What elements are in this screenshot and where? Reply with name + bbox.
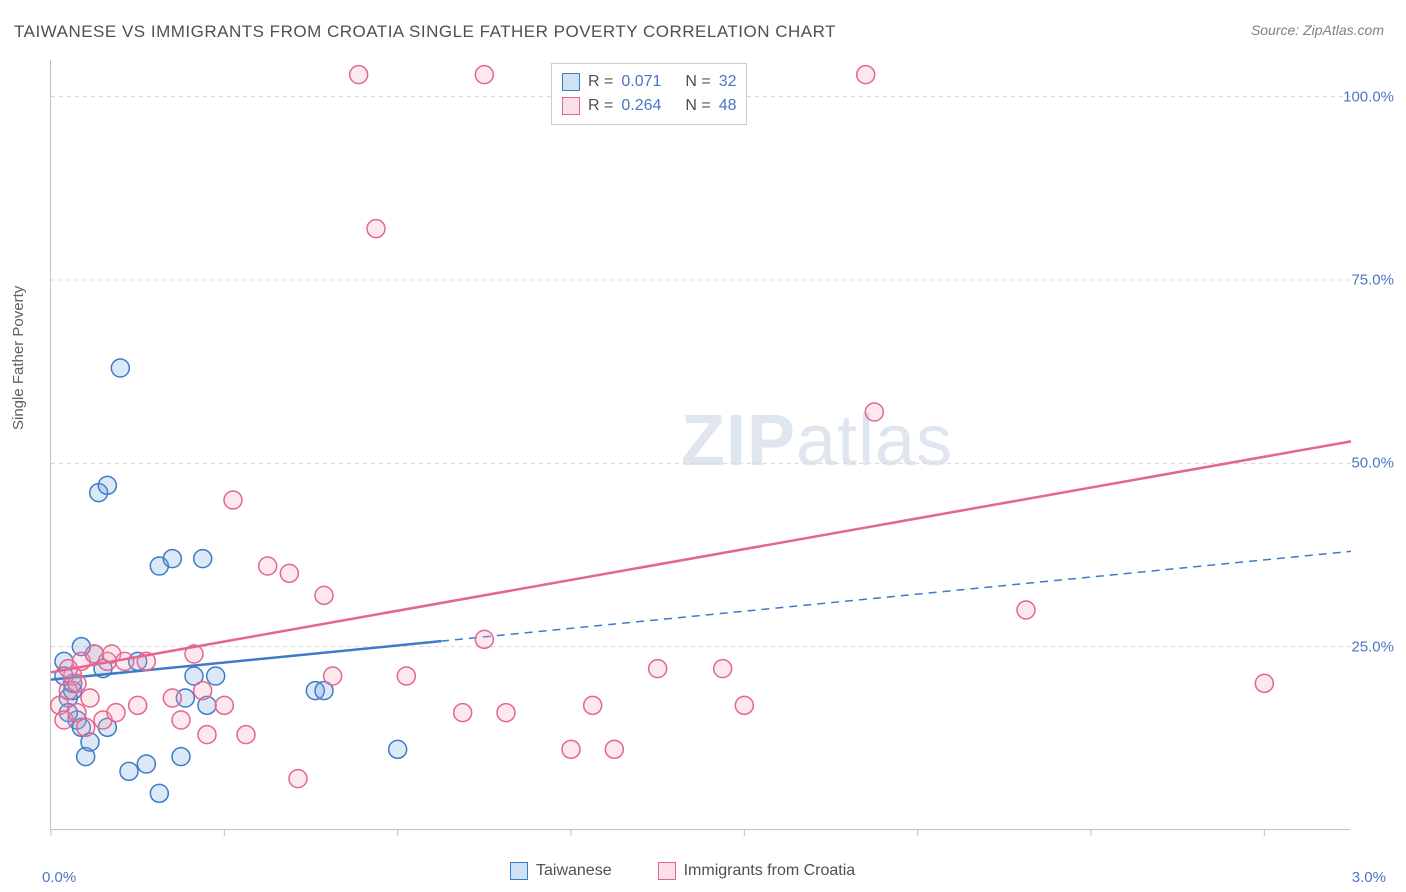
legend-item: Immigrants from Croatia [658,862,856,880]
data-point [259,557,277,575]
data-point [198,726,216,744]
data-point [77,718,95,736]
series-legend: Taiwanese Immigrants from Croatia [510,862,855,880]
data-point [224,491,242,509]
plot-area: ZIPatlas R =0.071N =32R =0.264N =48 [50,60,1350,830]
n-label: N = [685,94,710,118]
data-point [350,66,368,84]
data-point [735,696,753,714]
chart-svg [51,60,1350,829]
data-point [120,762,138,780]
data-point [215,696,233,714]
data-point [172,748,190,766]
ytick-label: 75.0% [1351,272,1394,289]
data-point [397,667,415,685]
legend-label: Immigrants from Croatia [684,862,856,880]
legend-swatch [658,862,676,880]
source-attribution: Source: ZipAtlas.com [1251,22,1384,38]
xtick-label-max: 3.0% [1352,869,1386,886]
data-point [584,696,602,714]
data-point [137,755,155,773]
legend-row: R = 0.264 N = 48 [562,94,736,118]
trend-line [51,441,1351,672]
data-point [389,740,407,758]
data-point [172,711,190,729]
legend-swatch [562,73,580,91]
data-point [280,564,298,582]
legend-swatch [510,862,528,880]
r-value: 0.071 [621,70,677,94]
data-point [98,476,116,494]
ytick-label: 100.0% [1343,88,1394,105]
n-value: 48 [719,94,737,118]
trend-line-extrapolated [441,551,1351,641]
data-point [857,66,875,84]
legend-swatch [562,97,580,115]
legend-label: Taiwanese [536,862,612,880]
data-point [150,784,168,802]
n-value: 32 [719,70,737,94]
r-label: R = [588,70,613,94]
data-point [454,704,472,722]
data-point [367,220,385,238]
data-point [865,403,883,421]
data-point [1255,674,1273,692]
data-point [649,660,667,678]
data-point [497,704,515,722]
legend-item: Taiwanese [510,862,612,880]
data-point [81,689,99,707]
data-point [475,630,493,648]
data-point [562,740,580,758]
data-point [194,682,212,700]
data-point [107,704,125,722]
data-point [163,550,181,568]
ytick-label: 50.0% [1351,455,1394,472]
correlation-legend: R = 0.071 N = 32 R = 0.264 N = 48 [551,63,747,125]
data-point [237,726,255,744]
data-point [289,770,307,788]
data-point [1017,601,1035,619]
ytick-label: 25.0% [1351,638,1394,655]
data-point [324,667,342,685]
data-point [111,359,129,377]
xtick-label-min: 0.0% [42,869,76,886]
data-point [605,740,623,758]
y-axis-label: Single Father Poverty [10,286,27,430]
data-point [315,586,333,604]
r-label: R = [588,94,613,118]
chart-title: TAIWANESE VS IMMIGRANTS FROM CROATIA SIN… [14,22,836,42]
data-point [129,696,147,714]
data-point [714,660,732,678]
data-point [163,689,181,707]
legend-row: R = 0.071 N = 32 [562,70,736,94]
data-point [475,66,493,84]
data-point [194,550,212,568]
r-value: 0.264 [621,94,677,118]
n-label: N = [685,70,710,94]
data-point [207,667,225,685]
